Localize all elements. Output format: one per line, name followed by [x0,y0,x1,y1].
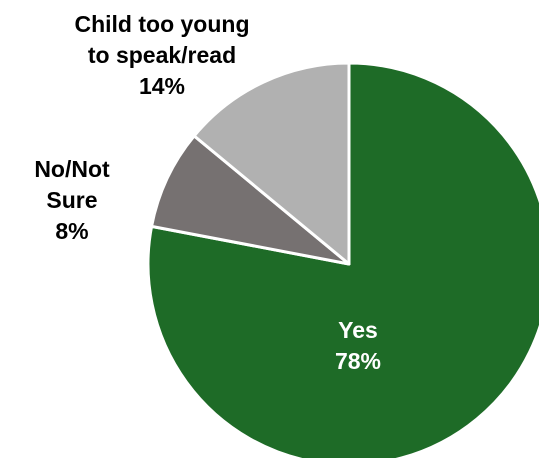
slice-name-line: Yes [338,317,378,343]
slice-percent: 14% [139,73,185,99]
slice-name-line: to speak/read [88,42,236,68]
slice-name-line: No/Not [34,156,110,182]
pie-slices [146,61,539,458]
slice-label-child-too-young-to-speak-read: Child too young to speak/read 14% [74,11,249,99]
slice-percent: 78% [335,348,381,374]
pie-slice-yes [146,61,539,458]
slice-labels: Yes 78% No/Not Sure 8% Child too young to spea… [34,11,381,374]
slice-percent: 8% [55,218,88,244]
slice-label-no-not-sure: No/Not Sure 8% [34,156,110,244]
slice-name-line: Child too young [74,11,249,37]
slice-name-line: Sure [46,187,97,213]
slice-label-yes: Yes 78% [335,317,381,374]
pie-slice-no-not-sure [150,134,351,266]
pie-slice-child-too-young-to-speak-read [192,61,351,266]
